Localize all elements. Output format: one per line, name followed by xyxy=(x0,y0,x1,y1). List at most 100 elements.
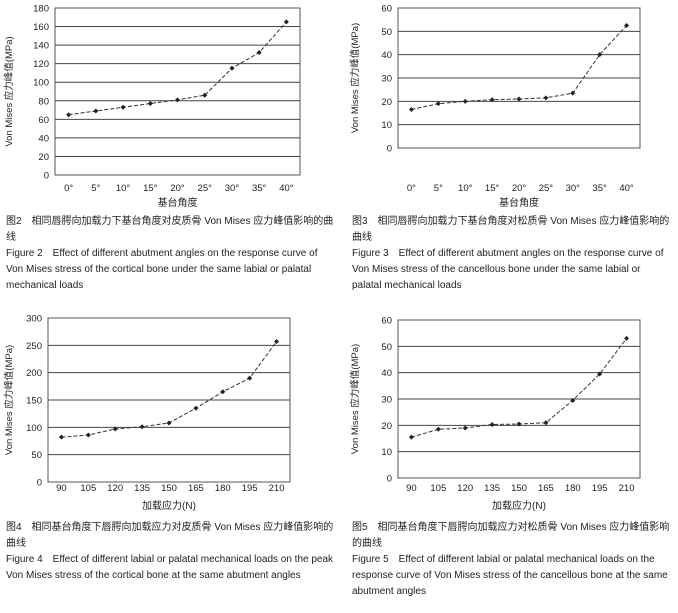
y-tick-label: 300 xyxy=(26,314,42,325)
x-tick-label: 165 xyxy=(538,483,554,494)
y-tick-label: 140 xyxy=(33,41,49,52)
y-tick-label: 30 xyxy=(381,395,392,406)
x-axis-label: 加载应力(N) xyxy=(142,499,196,512)
figure-2-caption: 图2 相同唇腭向加载力下基台角度对皮质骨 Von Mises 应力峰值影响的曲线… xyxy=(6,214,336,294)
y-tick-label: 0 xyxy=(387,144,392,155)
y-tick-label: 0 xyxy=(44,171,49,182)
figure-2-chart: 0 20 40 60 80 100 120 140 160 180 0° 5° 10° 15° 20° 25°… xyxy=(3,4,301,209)
y-tick-label: 50 xyxy=(381,342,392,353)
x-tick-label: 40° xyxy=(619,183,634,194)
data-point xyxy=(85,432,91,438)
data-point xyxy=(166,420,172,426)
y-tick-label: 20 xyxy=(381,421,392,432)
y-tick-label: 60 xyxy=(381,4,392,15)
data-point xyxy=(274,339,280,345)
figure-3-caption-zh: 图3 相同唇腭向加载力下基台角度对松质骨 Von Mises 应力峰值影响的曲线 xyxy=(352,216,670,243)
y-axis-label: Von Mises 应力峰值(MPa) xyxy=(3,345,15,455)
x-tick-label: 210 xyxy=(269,483,285,494)
y-tick-label: 30 xyxy=(381,74,392,85)
figure-5-caption-zh: 图5 相同基台角度下唇腭向加载应力对松质骨 Von Mises 应力峰值影响的曲… xyxy=(352,522,670,549)
data-point xyxy=(193,405,199,411)
data-point xyxy=(462,98,468,104)
figure-4-chart: 0 50 100 150 200 250 300 90 105 120 135 150 165 180 19… xyxy=(3,314,291,512)
data-point xyxy=(139,424,145,430)
figure-2-panel: 0 20 40 60 80 100 120 140 160 180 0° 5° 10° 15° 20° 25°… xyxy=(0,0,339,300)
y-tick-label: 100 xyxy=(33,78,49,89)
y-tick-label: 50 xyxy=(31,450,42,461)
x-tick-label: 30° xyxy=(566,183,581,194)
figure-3-caption: 图3 相同唇腭向加载力下基台角度对松质骨 Von Mises 应力峰值影响的曲线… xyxy=(352,214,672,294)
x-tick-label: 10° xyxy=(116,183,131,194)
x-axis-label: 基台角度 xyxy=(499,196,539,209)
y-tick-label: 180 xyxy=(33,4,49,15)
data-point xyxy=(543,95,549,101)
y-tick-label: 160 xyxy=(33,22,49,33)
data-point xyxy=(256,50,262,56)
figure-3-caption-en: Figure 3 Effect of different abutment an… xyxy=(352,248,664,291)
x-tick-label: 180 xyxy=(215,483,231,494)
x-tick-label: 20° xyxy=(170,183,185,194)
x-tick-label: 0° xyxy=(407,183,416,194)
x-tick-label: 90 xyxy=(406,483,417,494)
data-point xyxy=(147,101,153,107)
x-axis-label: 基台角度 xyxy=(158,196,198,209)
x-tick-label: 195 xyxy=(242,483,258,494)
data-point xyxy=(66,112,72,118)
x-tick-label: 15° xyxy=(485,183,500,194)
data-point xyxy=(202,92,208,98)
data-point xyxy=(283,19,289,25)
figure-4-caption: 图4 相同基台角度下唇腭向加载应力对皮质骨 Von Mises 应力峰值影响的曲… xyxy=(6,520,336,584)
data-point xyxy=(516,421,522,427)
figure-4-caption-zh: 图4 相同基台角度下唇腭向加载应力对皮质骨 Von Mises 应力峰值影响的曲… xyxy=(6,522,334,549)
y-axis-label: Von Mises 应力峰值(MPa) xyxy=(349,23,361,133)
data-point xyxy=(220,389,226,395)
x-tick-label: 105 xyxy=(430,483,446,494)
y-tick-label: 0 xyxy=(387,474,392,485)
data-point xyxy=(597,371,603,377)
figure-5-caption-en: Figure 5 Effect of different labial or p… xyxy=(352,554,668,597)
x-tick-label: 5° xyxy=(91,183,100,194)
y-axis-label: Von Mises 应力峰值(MPa) xyxy=(3,36,15,146)
y-tick-label: 100 xyxy=(26,423,42,434)
x-tick-label: 135 xyxy=(484,483,500,494)
y-tick-label: 150 xyxy=(26,396,42,407)
data-point xyxy=(120,104,126,110)
data-point xyxy=(435,426,441,432)
x-tick-label: 35° xyxy=(252,183,267,194)
data-point xyxy=(624,335,630,341)
y-tick-label: 120 xyxy=(33,59,49,70)
y-tick-label: 20 xyxy=(38,152,49,163)
data-point xyxy=(229,65,235,71)
y-tick-label: 10 xyxy=(381,120,392,131)
x-tick-label: 10° xyxy=(458,183,473,194)
x-tick-label: 20° xyxy=(512,183,527,194)
y-tick-label: 10 xyxy=(381,447,392,458)
x-tick-label: 25° xyxy=(198,183,213,194)
y-tick-label: 60 xyxy=(381,316,392,327)
x-tick-label: 195 xyxy=(592,483,608,494)
data-point xyxy=(570,90,576,96)
figure-5-caption: 图5 相同基台角度下唇腭向加载应力对松质骨 Von Mises 应力峰值影响的曲… xyxy=(352,520,672,600)
data-point xyxy=(408,434,414,440)
y-tick-label: 40 xyxy=(381,50,392,61)
y-tick-label: 250 xyxy=(26,341,42,352)
y-tick-label: 60 xyxy=(38,115,49,126)
data-point xyxy=(489,97,495,103)
x-tick-label: 25° xyxy=(539,183,554,194)
data-point xyxy=(247,375,253,381)
figure-3-chart: 0 10 20 30 40 50 60 0° 5° 10° 15° 20° 25° 30° 35° 40° 基台… xyxy=(349,4,641,209)
x-tick-label: 180 xyxy=(565,483,581,494)
x-tick-label: 90 xyxy=(56,483,67,494)
data-point xyxy=(58,434,64,440)
plot-area xyxy=(54,7,301,176)
data-point xyxy=(570,397,576,403)
data-point xyxy=(435,101,441,107)
data-point xyxy=(624,23,630,28)
y-tick-label: 0 xyxy=(37,478,42,489)
x-tick-label: 120 xyxy=(107,483,123,494)
figure-5-chart: 0 10 20 30 40 50 60 90 105 120 135 150 165 180 195 210 加… xyxy=(349,316,641,512)
x-tick-label: 150 xyxy=(161,483,177,494)
data-point xyxy=(489,422,495,428)
data-point xyxy=(516,96,522,102)
data-point xyxy=(408,107,414,112)
